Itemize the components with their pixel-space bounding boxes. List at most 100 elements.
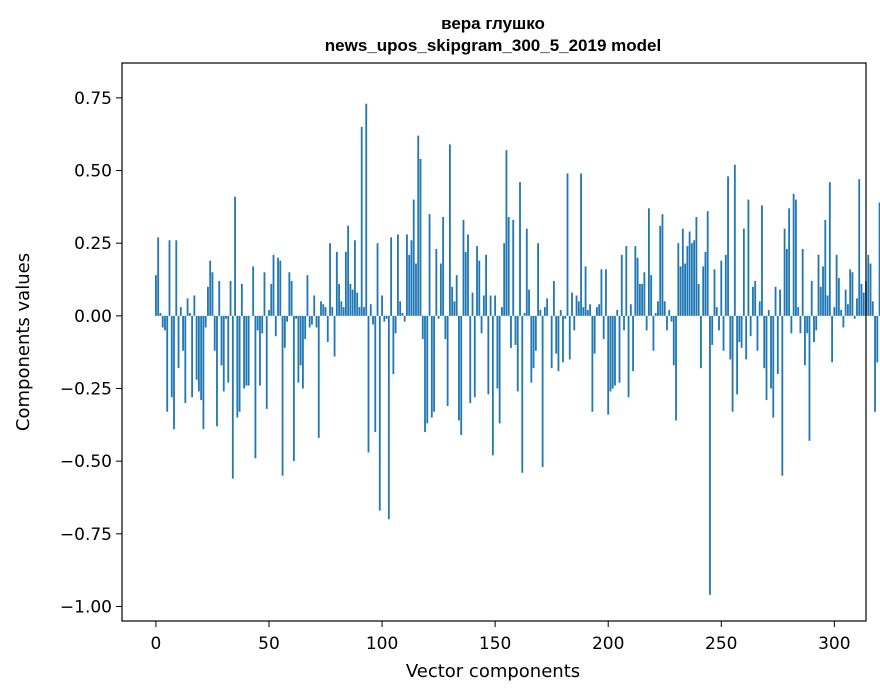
bar-226 xyxy=(666,315,668,331)
bar-310 xyxy=(856,298,858,316)
bar-36 xyxy=(236,315,239,418)
bar-229 xyxy=(672,315,675,366)
bar-135 xyxy=(460,315,463,435)
bar-52 xyxy=(272,254,275,316)
bar-65 xyxy=(302,315,304,389)
bar-35 xyxy=(234,196,236,316)
bar-49 xyxy=(265,315,268,409)
bar-222 xyxy=(657,301,659,316)
bar-22 xyxy=(204,315,207,328)
x-tick-label: 150 xyxy=(479,634,511,654)
bar-91 xyxy=(360,126,363,316)
bar-87 xyxy=(351,289,354,316)
bar-216 xyxy=(643,272,646,316)
bar-23 xyxy=(207,286,209,316)
bar-223 xyxy=(659,225,662,316)
bar-152 xyxy=(498,315,501,424)
bar-237 xyxy=(690,243,693,316)
bar-169 xyxy=(537,243,540,316)
bar-48 xyxy=(263,272,266,316)
bar-274 xyxy=(774,286,777,316)
bar-142 xyxy=(476,246,478,316)
x-axis-ticks: 0 50 100 150 200 250 300 xyxy=(151,621,851,654)
bar-178 xyxy=(557,315,560,372)
bar-108 xyxy=(399,301,402,316)
bar-316 xyxy=(869,263,872,316)
bar-257 xyxy=(736,315,739,395)
bar-11 xyxy=(179,307,182,316)
bar-21 xyxy=(202,315,205,430)
bar-281 xyxy=(790,315,793,334)
bar-239 xyxy=(695,217,698,316)
bar-25 xyxy=(211,272,214,316)
bar-179 xyxy=(559,310,562,316)
bars-group xyxy=(155,103,880,595)
bar-291 xyxy=(813,315,815,342)
bar-159 xyxy=(514,315,517,345)
bar-156 xyxy=(507,217,510,316)
y-tick-label: 0.25 xyxy=(74,234,112,254)
bar-157 xyxy=(510,315,512,348)
bar-71 xyxy=(315,315,318,328)
bar-138 xyxy=(467,234,469,316)
bar-89 xyxy=(356,292,359,316)
x-tick-label: 200 xyxy=(592,634,624,654)
bar-153 xyxy=(501,307,503,316)
bar-173 xyxy=(546,298,549,316)
bar-13 xyxy=(184,315,187,404)
bar-241 xyxy=(700,315,702,369)
chart-title: вера глушко xyxy=(441,14,545,33)
bar-143 xyxy=(478,260,481,316)
bar-175 xyxy=(550,315,553,369)
bar-184 xyxy=(571,292,573,316)
bar-122 xyxy=(430,315,433,418)
bar-96 xyxy=(372,315,374,325)
bar-5 xyxy=(166,315,169,412)
bar-293 xyxy=(817,254,820,316)
x-tick-label: 50 xyxy=(258,634,280,654)
bar-220 xyxy=(652,315,655,351)
bar-7 xyxy=(170,315,173,398)
bar-250 xyxy=(720,260,723,316)
bar-292 xyxy=(815,315,818,331)
bar-177 xyxy=(555,315,558,354)
bar-265 xyxy=(754,280,757,316)
bar-261 xyxy=(745,315,748,360)
bar-214 xyxy=(638,283,641,316)
x-tick-label: 0 xyxy=(151,634,162,654)
bar-201 xyxy=(609,315,612,392)
bar-57 xyxy=(283,315,286,348)
bar-137 xyxy=(464,251,467,316)
bar-132 xyxy=(453,301,456,316)
bar-170 xyxy=(539,310,542,316)
bar-306 xyxy=(847,304,849,316)
bar-198 xyxy=(602,315,605,340)
bar-146 xyxy=(485,254,487,316)
bar-189 xyxy=(582,307,585,316)
bar-130 xyxy=(448,144,451,316)
bar-119 xyxy=(424,315,426,433)
x-tick-label: 300 xyxy=(818,634,850,654)
bar-235 xyxy=(686,246,689,316)
bar-74 xyxy=(322,304,325,316)
y-axis-label: Components values xyxy=(13,253,34,431)
bar-90 xyxy=(358,307,361,316)
bar-84 xyxy=(344,251,347,316)
bar-30 xyxy=(222,315,225,392)
bar-8 xyxy=(173,315,175,430)
bar-121 xyxy=(428,214,431,316)
bar-267 xyxy=(758,301,761,316)
bar-168 xyxy=(534,315,537,351)
bar-111 xyxy=(406,234,408,316)
bar-15 xyxy=(188,312,191,316)
bar-160 xyxy=(516,315,519,392)
bar-1 xyxy=(157,237,160,316)
bar-233 xyxy=(681,228,684,316)
bar-62 xyxy=(295,315,298,319)
bar-31 xyxy=(225,315,227,319)
bar-206 xyxy=(620,254,623,316)
bar-190 xyxy=(584,266,587,316)
bar-94 xyxy=(367,315,370,453)
bar-126 xyxy=(439,263,442,316)
bar-186 xyxy=(575,295,578,316)
